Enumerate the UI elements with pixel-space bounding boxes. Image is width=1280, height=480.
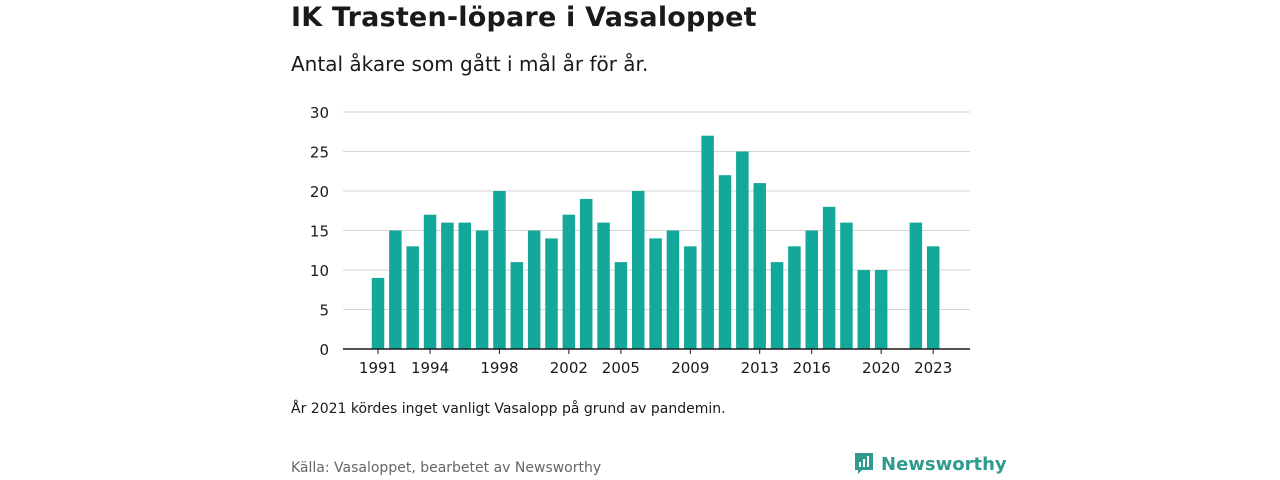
y-tick-label: 15 — [310, 223, 329, 241]
x-tick-label: 2009 — [671, 359, 709, 377]
bar-2007 — [649, 238, 662, 349]
y-tick-label: 10 — [310, 262, 329, 280]
chart-title: IK Trasten-löpare i Vasaloppet — [291, 2, 757, 33]
bar-2011 — [718, 175, 732, 349]
chart-subtitle: Antal åkare som gått i mål år för år. — [291, 52, 649, 76]
x-tick-label: 2005 — [602, 359, 640, 377]
bar-2010 — [701, 135, 714, 349]
chart-note: År 2021 kördes inget vanligt Vasalopp på… — [291, 401, 726, 417]
bar-1996 — [458, 222, 471, 349]
bar-2003 — [579, 198, 593, 349]
bar-2002 — [562, 214, 576, 349]
bar-2018 — [840, 222, 853, 349]
x-tick-label: 2013 — [741, 359, 779, 377]
bar-2020 — [874, 270, 888, 349]
bar-2017 — [822, 206, 836, 349]
bar-2001 — [545, 238, 558, 349]
bars — [371, 135, 940, 349]
bar-2009 — [684, 246, 697, 349]
bar-2012 — [736, 151, 749, 349]
y-axis-labels: 0 5 10 15 20 25 30 — [310, 104, 329, 359]
x-tick-label: 1991 — [359, 359, 397, 377]
bar-2015 — [788, 246, 801, 349]
y-tick-label: 30 — [310, 104, 329, 122]
bar-2014 — [770, 262, 784, 349]
y-tick-label: 20 — [310, 183, 329, 201]
bar-2006 — [632, 191, 645, 349]
x-tick-label: 2023 — [914, 359, 952, 377]
bar-2000 — [527, 230, 541, 349]
x-tick-label: 1998 — [480, 359, 518, 377]
source-text: Källa: Vasaloppet, bearbetet av Newswort… — [291, 460, 602, 476]
x-axis-labels: 1991 1994 1998 2002 2005 2009 2013 2016 2020 2023 — [359, 349, 952, 377]
bar-2005 — [614, 262, 628, 349]
bar-2016 — [805, 230, 818, 349]
bar-1994 — [423, 214, 437, 349]
bar-1998 — [493, 191, 506, 349]
y-tick-label: 0 — [319, 341, 329, 359]
brand-name: Newsworthy — [881, 453, 1007, 475]
bar-2004 — [597, 222, 610, 349]
bar-2013 — [753, 183, 766, 349]
bar-1995 — [441, 222, 454, 349]
y-tick-label: 5 — [319, 302, 329, 320]
bar-1997 — [475, 230, 489, 349]
bar-1991 — [371, 277, 385, 349]
x-tick-label: 2002 — [550, 359, 588, 377]
x-tick-label: 2020 — [862, 359, 900, 377]
newsworthy-brand: Newsworthy — [853, 452, 1007, 476]
bar-1992 — [389, 230, 402, 349]
bar-2008 — [666, 230, 680, 349]
bar-2023 — [926, 246, 940, 349]
x-tick-label: 1994 — [411, 359, 449, 377]
bar-2019 — [857, 270, 871, 349]
x-tick-label: 2016 — [793, 359, 831, 377]
bar-1999 — [510, 262, 524, 349]
bar-2022 — [909, 222, 923, 349]
y-tick-label: 25 — [310, 144, 329, 162]
newsworthy-logo-icon — [855, 453, 873, 474]
bar-chart: 0 5 10 15 20 25 30 1991 1994 1998 2002 2005 2009 201… — [310, 104, 970, 377]
bar-1993 — [406, 246, 419, 349]
